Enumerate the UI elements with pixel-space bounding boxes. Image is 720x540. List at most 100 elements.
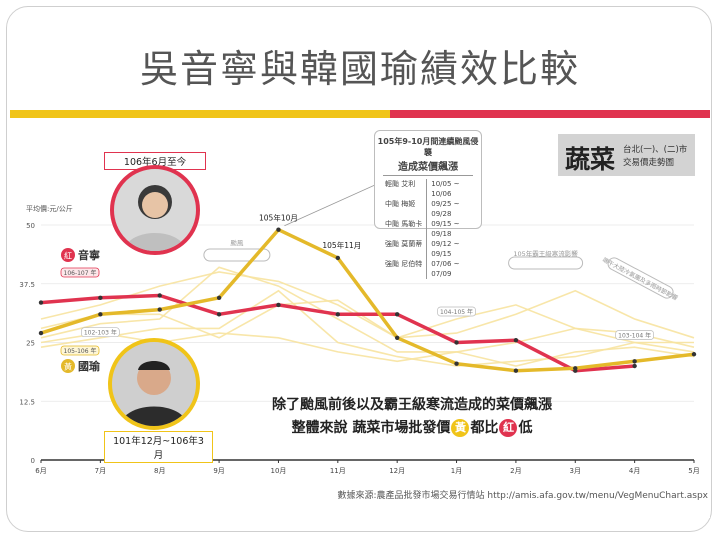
peak-label-oct: 105年10月 — [259, 213, 298, 223]
x-tick-label: 5月 — [688, 467, 699, 475]
person-icon — [124, 185, 186, 251]
data-point — [98, 295, 103, 301]
typhoon-dates: 07/06 ~ 07/09 — [426, 259, 481, 279]
red-band — [390, 110, 710, 118]
series-line — [40, 227, 695, 373]
caption-prefix: 整體來說 蔬菜市場批發價 — [291, 420, 451, 436]
caption-line-2: 整體來說 蔬菜市場批發價黃都比紅低 — [232, 417, 592, 437]
data-point — [335, 255, 341, 261]
background-series-label: 103-104 年 — [618, 332, 651, 340]
background-series-label-box — [437, 306, 476, 317]
typhoon-annotation: 颱風 — [230, 238, 244, 247]
caption-suffix: 低 — [518, 420, 533, 436]
typhoon-name: 中颱 梅姬 — [385, 200, 416, 208]
y-tick-label: 37.5 — [19, 281, 35, 289]
y-tick-label: 25 — [26, 340, 35, 348]
period-label-han: 101年12月~106年3月 — [104, 431, 213, 463]
main-lines — [38, 227, 697, 373]
infobox-title: 105年9-10月間連續颱風侵襲 — [377, 137, 479, 157]
series-badge-char: 紅 — [64, 251, 72, 261]
data-point — [98, 312, 103, 317]
background-series-line — [40, 289, 694, 367]
infobox-subtitle: 造成菜價飆漲 — [383, 158, 473, 176]
slide-frame — [6, 6, 712, 532]
x-tick-label: 1月 — [451, 467, 462, 475]
data-point — [454, 340, 459, 345]
background-lines — [40, 266, 695, 367]
yellow-badge: 黃 — [451, 419, 470, 437]
person-photo-han — [108, 338, 200, 430]
infobox-row: 中颱 梅姬 09/25 ~ 09/28 — [375, 199, 481, 219]
chart-tag: 蔬菜 台北(一)、(二)市 交易價走勢圖 — [558, 134, 695, 176]
infobox-row: 強颱 尼伯特 07/06 ~ 07/09 — [375, 259, 481, 279]
x-tick-label: 4月 — [629, 467, 640, 475]
typhoon-dates: 09/15 ~ 09/18 — [426, 219, 481, 239]
data-point — [394, 335, 400, 340]
infobox-row: 強颱 莫蘭蒂 09/12 ~ 09/15 — [375, 239, 481, 259]
cold-wave-annotation-shape — [508, 256, 584, 270]
data-source: 數據來源:農產品批發市場交易行情站 http://amis.afa.gov.tw… — [337, 491, 709, 501]
y-axis-label: 平均價:元/公斤 — [26, 204, 73, 213]
person-icon — [120, 361, 188, 426]
data-point — [335, 312, 341, 317]
data-point — [38, 300, 44, 305]
x-tick-label: 6月 — [35, 467, 46, 475]
series-year-label: 105-106 年 — [64, 347, 97, 355]
data-point — [157, 293, 162, 298]
background-series-label-box — [81, 327, 120, 338]
series-badge — [61, 248, 75, 262]
series-name: 音寧 — [78, 248, 100, 262]
data-point — [632, 359, 637, 364]
x-tick-label: 2月 — [510, 467, 521, 475]
infobox-connector — [284, 179, 387, 227]
data-point — [276, 227, 281, 232]
background-series-line — [40, 271, 695, 339]
series-name: 國瑜 — [78, 359, 101, 373]
typhoon-name: 中颱 馬勒卡 — [385, 220, 423, 228]
typhoon-dates: 09/25 ~ 09/28 — [426, 199, 481, 219]
y-tick-label: 50 — [26, 222, 35, 230]
data-point — [454, 361, 459, 366]
background-series-label-box — [615, 330, 654, 340]
typhoon-annotation-shape — [203, 248, 271, 262]
data-point — [513, 337, 519, 343]
infobox-row: 輕颱 艾利 10/05 ~ 10/06 — [375, 179, 481, 199]
series-badge-char: 黃 — [64, 362, 72, 372]
data-point — [216, 295, 222, 301]
red-badge: 紅 — [499, 419, 518, 437]
tag-main: 蔬菜 — [565, 145, 616, 174]
x-tick-label: 10月 — [270, 467, 286, 475]
yellow-band — [10, 110, 390, 118]
typhoon-info-box: 105年9-10月間連續颱風侵襲 造成菜價飆漲 輕颱 艾利 10/05 ~ 10/… — [374, 130, 482, 279]
infobox-row: 中颱 馬勒卡 09/15 ~ 09/18 — [375, 219, 481, 239]
typhoon-dates: 09/12 ~ 09/15 — [426, 239, 481, 259]
x-tick-label: 7月 — [95, 467, 106, 475]
y-tick-label: 12.5 — [19, 398, 35, 406]
x-tick-label: 3月 — [570, 467, 581, 475]
person-photo-wu — [110, 165, 200, 255]
typhoon-name: 輕颱 艾利 — [385, 180, 416, 188]
background-series-line — [40, 266, 695, 367]
x-tick-label: 12月 — [389, 467, 405, 475]
data-point — [513, 368, 519, 373]
data-point — [394, 312, 400, 317]
x-tick-label: 8月 — [154, 467, 165, 475]
chart-labels: 0 12.5 25 37.5 50 平均價:元/公斤 6月 7月 8月 9月 10月 11月 12月 1月… — [19, 204, 699, 475]
y-tick-label: 0 — [31, 457, 35, 465]
caption-line-1: 除了颱風前後以及霸王級寒流造成的菜價飆漲 — [272, 397, 552, 413]
x-tick-label: 9月 — [213, 467, 224, 475]
data-point — [38, 330, 44, 336]
data-point — [216, 312, 222, 317]
data-point — [691, 352, 697, 357]
slide-title: 吳音寧與韓國瑜績效比較 — [139, 47, 580, 91]
data-point — [632, 363, 637, 369]
series-year-label: 106-107 年 — [64, 269, 97, 277]
background-series-label: 102-103 年 — [84, 329, 117, 337]
tag-line1: 台北(一)、(二)市 — [623, 145, 688, 155]
caption-middle: 都比 — [470, 420, 499, 436]
data-point — [573, 366, 578, 371]
background-series-label: 104-105 年 — [440, 308, 473, 316]
typhoon-dates: 10/05 ~ 10/06 — [426, 179, 481, 199]
data-point — [276, 302, 281, 308]
